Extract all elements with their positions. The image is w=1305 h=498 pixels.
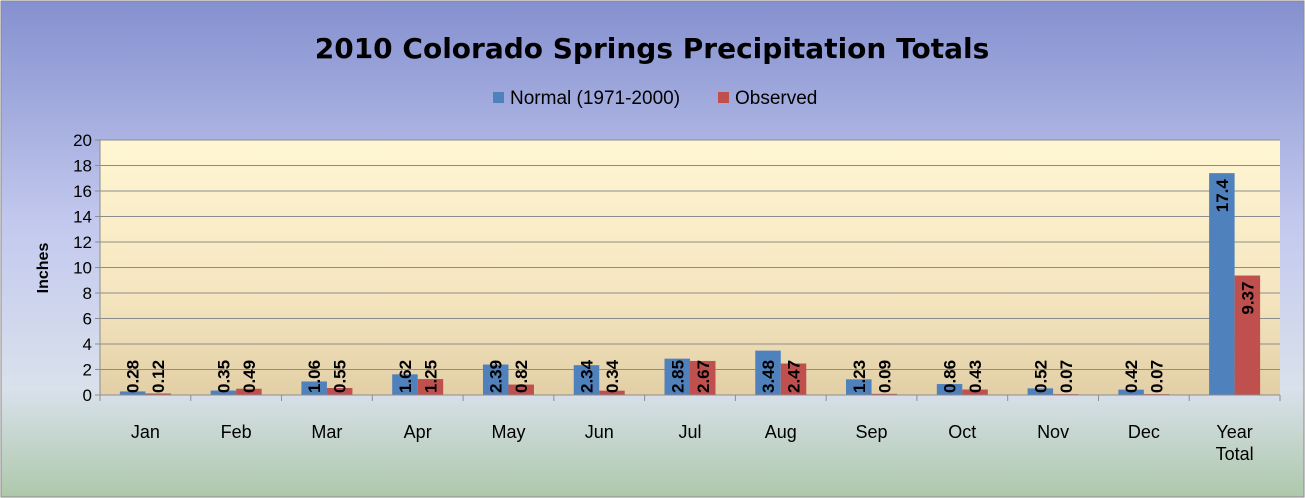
bar-observed — [599, 390, 625, 395]
legend-swatch-normal — [493, 92, 504, 103]
bar-normal — [936, 384, 963, 395]
bar-normal — [119, 391, 146, 395]
x-category-label: Dec — [1128, 422, 1160, 442]
x-category-label: May — [491, 422, 525, 442]
bar-normal — [664, 358, 690, 395]
y-tick-label: 20 — [73, 131, 92, 150]
y-tick-label: 14 — [73, 208, 92, 227]
data-label-normal: 1.06 — [305, 360, 324, 393]
data-label-observed: 2.67 — [694, 360, 713, 393]
data-label-observed: 0.12 — [149, 360, 168, 393]
data-label-observed: 0.82 — [512, 360, 531, 393]
bar-normal — [1027, 388, 1054, 395]
bars — [119, 173, 1261, 395]
x-category-label: Nov — [1037, 422, 1069, 442]
data-label-normal: 2.34 — [577, 359, 596, 393]
x-category-label: Aug — [765, 422, 797, 442]
y-tick-label: 10 — [73, 259, 92, 278]
y-tick-label: 8 — [83, 284, 92, 303]
bar-observed — [145, 393, 171, 395]
gridlines — [100, 139, 1280, 396]
legend-label-normal: Normal (1971-2000) — [510, 88, 680, 109]
x-category-label: Mar — [311, 422, 342, 442]
data-label-observed: 0.43 — [966, 360, 985, 393]
y-tick-label: 4 — [83, 335, 92, 354]
x-category-label: Jan — [131, 422, 160, 442]
bar-observed — [417, 379, 444, 395]
data-label-observed: 0.07 — [1148, 360, 1167, 393]
bar-observed — [1234, 275, 1261, 395]
bar-normal — [392, 374, 418, 395]
y-axis: 0 2 4 6 8 10 12 14 16 18 20 — [73, 131, 101, 405]
x-category-label: Jun — [585, 422, 614, 442]
legend: Normal (1971-2000) Observed — [493, 88, 817, 109]
x-category-label: Apr — [404, 422, 432, 442]
chart-title: 2010 Colorado Springs Precipitation Tota… — [315, 32, 990, 65]
y-tick-label: 6 — [83, 310, 92, 329]
data-labels: 0.28 0.35 1.06 1.62 2.39 2.34 2.85 3.48 1.23 0.86… — [124, 179, 1258, 393]
data-label-normal: 3.48 — [759, 360, 778, 393]
data-label-normal: 0.86 — [941, 360, 960, 393]
bar-normal — [1118, 389, 1144, 395]
legend-label-observed: Observed — [735, 88, 817, 109]
y-tick-label: 0 — [83, 386, 92, 405]
data-label-observed: 2.47 — [785, 360, 804, 393]
data-label-normal: 1.23 — [850, 360, 869, 393]
bar-normal — [301, 381, 327, 395]
data-label-observed: 0.34 — [603, 359, 622, 393]
data-label-normal: 0.52 — [1031, 360, 1050, 393]
bar-normal — [482, 364, 509, 395]
data-label-normal: 0.28 — [124, 360, 143, 393]
bar-normal — [573, 365, 600, 395]
data-label-observed: 0.07 — [1057, 360, 1076, 393]
y-tick-label: 12 — [73, 233, 92, 252]
legend-swatch-observed — [718, 92, 729, 103]
bar-observed — [326, 387, 353, 395]
bar-observed — [962, 389, 988, 395]
data-label-normal: 0.35 — [214, 360, 233, 393]
bar-normal — [210, 390, 237, 395]
y-tick-label: 18 — [73, 157, 92, 176]
y-tick-label: 2 — [83, 361, 92, 380]
x-category-label: Feb — [221, 422, 252, 442]
y-tick-label: 16 — [73, 182, 92, 201]
data-label-normal: 0.42 — [1122, 360, 1141, 393]
y-axis-label: Inches — [35, 243, 52, 294]
bar-observed — [508, 384, 534, 395]
bar-normal — [755, 350, 781, 395]
data-label-observed: 9.37 — [1238, 282, 1257, 315]
x-axis: Jan Feb Mar Apr May Jun Jul Aug Sep Oct Nov Dec Year… — [99, 394, 1281, 464]
bar-normal — [846, 379, 872, 395]
data-label-normal: 2.39 — [487, 360, 506, 393]
data-label-observed: 0.49 — [240, 360, 259, 393]
data-label-normal: 1.62 — [396, 360, 415, 393]
x-category-label: Year — [1216, 422, 1252, 442]
data-label-observed: 1.25 — [421, 360, 440, 393]
data-label-normal: 17.4 — [1213, 179, 1232, 213]
x-category-label: Total — [1216, 444, 1254, 464]
data-label-observed: 0.55 — [331, 360, 350, 393]
bar-observed — [690, 360, 716, 395]
data-label-normal: 2.85 — [668, 360, 687, 393]
x-category-label: Jul — [678, 422, 701, 442]
x-category-label: Oct — [948, 422, 976, 442]
bar-observed — [236, 388, 262, 395]
data-label-observed: 0.09 — [875, 360, 894, 393]
bar-normal — [1209, 173, 1235, 395]
x-category-label: Sep — [856, 422, 888, 442]
bar-observed — [871, 393, 898, 395]
bar-observed — [780, 363, 807, 395]
